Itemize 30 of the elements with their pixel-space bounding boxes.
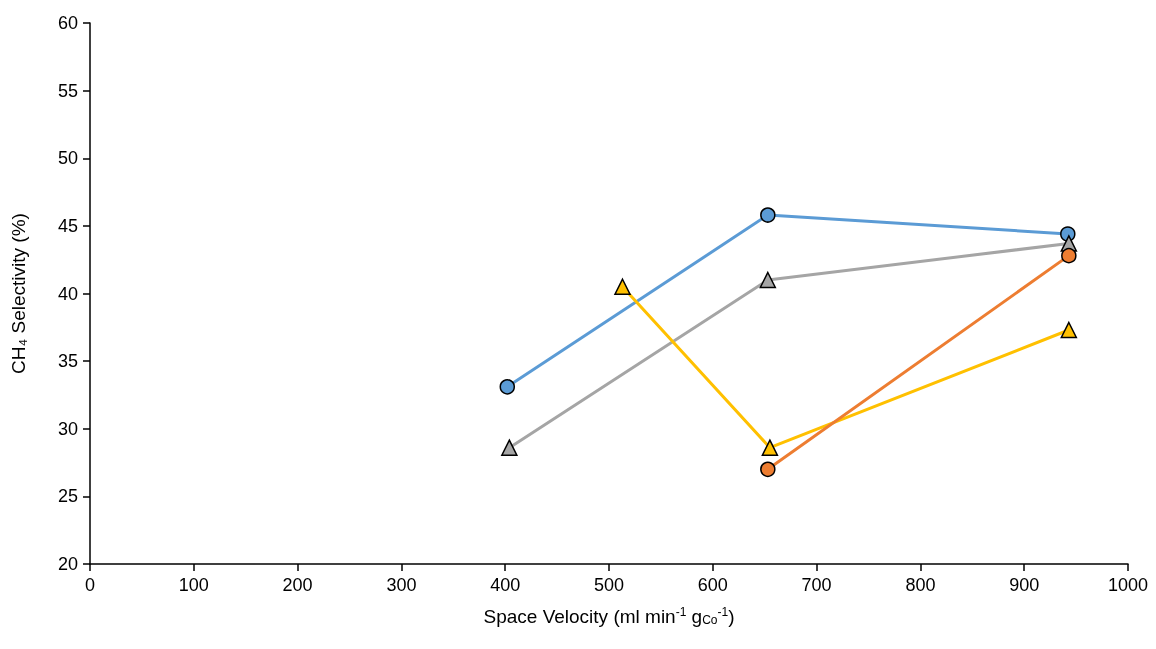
x-tick-label: 400 [490,575,521,595]
x-tick-label: 500 [593,575,625,595]
point [760,207,776,223]
y-axis-title: CH₄ Selectivity (%) [8,213,29,374]
x-tick-label: 1000 [1107,575,1149,595]
x-tick-label: 100 [178,575,209,595]
point [501,439,518,456]
y-tick-label: 35 [57,351,78,372]
point [499,379,516,395]
point [1060,321,1078,339]
y-tick-label: 50 [57,148,78,169]
x-tick-label: 600 [697,575,728,595]
point [1061,247,1077,264]
y-tick-label: 25 [57,486,78,507]
y-tick-label: 40 [57,283,78,304]
y-tick-label: 30 [57,418,78,439]
point [759,271,777,289]
x-tick-label: 0 [84,575,96,595]
x-tick-label: 900 [1009,575,1040,595]
point [760,461,776,478]
x-tick-label: 300 [386,575,417,595]
y-tick-label: 45 [57,215,78,236]
x-tick-label: 800 [905,575,936,595]
y-tick-label: 20 [57,554,78,574]
y-tick-label: 55 [57,80,78,101]
x-tick-label: 200 [282,575,313,595]
x-tick-label: 700 [801,575,832,595]
point [614,278,631,295]
y-tick-label: 60 [57,13,78,33]
point [761,439,779,456]
